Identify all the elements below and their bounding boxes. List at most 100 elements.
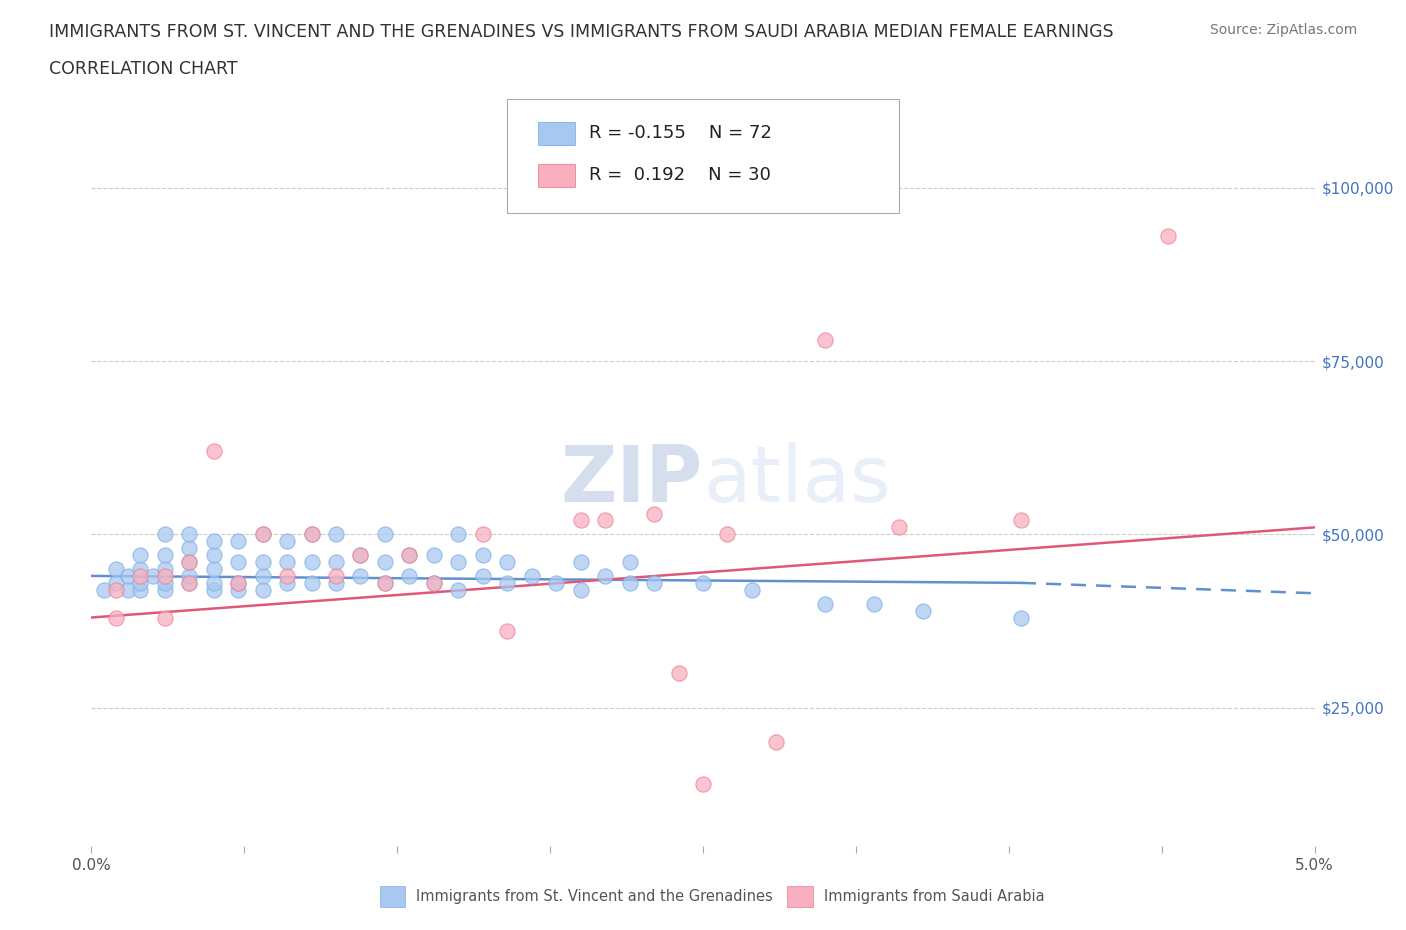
Point bbox=[104, 610, 127, 625]
Text: atlas: atlas bbox=[703, 443, 890, 518]
Point bbox=[129, 548, 152, 563]
Point bbox=[447, 527, 470, 542]
Point bbox=[301, 576, 323, 591]
Point bbox=[301, 527, 323, 542]
Text: CORRELATION CHART: CORRELATION CHART bbox=[49, 60, 238, 78]
Point bbox=[814, 596, 837, 611]
Point bbox=[887, 520, 910, 535]
Point bbox=[104, 562, 127, 577]
Text: Source: ZipAtlas.com: Source: ZipAtlas.com bbox=[1209, 23, 1357, 37]
Point bbox=[179, 540, 201, 555]
FancyBboxPatch shape bbox=[538, 164, 575, 187]
Point bbox=[863, 596, 886, 611]
Point bbox=[325, 527, 347, 542]
Point bbox=[325, 554, 347, 569]
Point bbox=[423, 576, 446, 591]
Point bbox=[202, 582, 225, 597]
Point bbox=[179, 576, 201, 591]
Point bbox=[226, 534, 249, 549]
Text: Immigrants from St. Vincent and the Grenadines: Immigrants from St. Vincent and the Gren… bbox=[416, 889, 773, 904]
Text: IMMIGRANTS FROM ST. VINCENT AND THE GRENADINES VS IMMIGRANTS FROM SAUDI ARABIA M: IMMIGRANTS FROM ST. VINCENT AND THE GREN… bbox=[49, 23, 1114, 41]
Point bbox=[692, 777, 714, 791]
Point bbox=[301, 527, 323, 542]
Point bbox=[692, 576, 714, 591]
Point bbox=[447, 582, 470, 597]
Point bbox=[423, 548, 446, 563]
Point bbox=[716, 527, 738, 542]
Point bbox=[226, 554, 249, 569]
Point bbox=[276, 576, 298, 591]
Point bbox=[765, 735, 787, 750]
Point bbox=[447, 554, 470, 569]
Point bbox=[104, 582, 127, 597]
Text: ZIP: ZIP bbox=[561, 443, 703, 518]
Point bbox=[141, 568, 163, 583]
Point bbox=[423, 576, 446, 591]
Point bbox=[569, 554, 592, 569]
Point bbox=[668, 666, 690, 681]
Point bbox=[252, 527, 274, 542]
Point bbox=[104, 576, 127, 591]
Point bbox=[252, 554, 274, 569]
Point bbox=[153, 562, 176, 577]
Point bbox=[569, 582, 592, 597]
Point bbox=[741, 582, 763, 597]
Point bbox=[117, 582, 139, 597]
Point bbox=[301, 554, 323, 569]
Point bbox=[1010, 513, 1032, 528]
Point bbox=[226, 582, 249, 597]
Point bbox=[153, 568, 176, 583]
Point bbox=[496, 576, 519, 591]
Point bbox=[593, 568, 616, 583]
Point bbox=[179, 554, 201, 569]
Point bbox=[226, 576, 249, 591]
Point bbox=[153, 548, 176, 563]
Point bbox=[398, 568, 420, 583]
Point bbox=[349, 548, 371, 563]
Point bbox=[252, 568, 274, 583]
Text: R = -0.155    N = 72: R = -0.155 N = 72 bbox=[589, 125, 772, 142]
Point bbox=[1157, 229, 1180, 244]
Point bbox=[202, 534, 225, 549]
Point bbox=[93, 582, 115, 597]
Point bbox=[471, 548, 494, 563]
Point bbox=[398, 548, 420, 563]
Point bbox=[276, 568, 298, 583]
Point bbox=[349, 568, 371, 583]
Point bbox=[202, 548, 225, 563]
Point bbox=[129, 582, 152, 597]
Point bbox=[546, 576, 568, 591]
Point bbox=[276, 534, 298, 549]
Point bbox=[374, 554, 396, 569]
Point bbox=[153, 576, 176, 591]
Point bbox=[179, 568, 201, 583]
Point bbox=[643, 576, 665, 591]
Point bbox=[374, 576, 396, 591]
Point bbox=[471, 527, 494, 542]
Text: Immigrants from Saudi Arabia: Immigrants from Saudi Arabia bbox=[824, 889, 1045, 904]
Point bbox=[276, 554, 298, 569]
Point bbox=[619, 554, 641, 569]
Point bbox=[252, 527, 274, 542]
Point bbox=[129, 568, 152, 583]
Point bbox=[153, 610, 176, 625]
Point bbox=[619, 576, 641, 591]
Point bbox=[349, 548, 371, 563]
Point bbox=[593, 513, 616, 528]
Point bbox=[374, 527, 396, 542]
FancyBboxPatch shape bbox=[538, 122, 575, 145]
Point bbox=[129, 562, 152, 577]
Point bbox=[1010, 610, 1032, 625]
Point bbox=[814, 333, 837, 348]
Point bbox=[179, 527, 201, 542]
Point bbox=[153, 582, 176, 597]
Point bbox=[520, 568, 543, 583]
Point bbox=[496, 624, 519, 639]
Point bbox=[153, 527, 176, 542]
Point bbox=[569, 513, 592, 528]
Point bbox=[117, 568, 139, 583]
Point bbox=[912, 604, 935, 618]
Point bbox=[202, 562, 225, 577]
Point bbox=[202, 444, 225, 458]
Point bbox=[226, 576, 249, 591]
